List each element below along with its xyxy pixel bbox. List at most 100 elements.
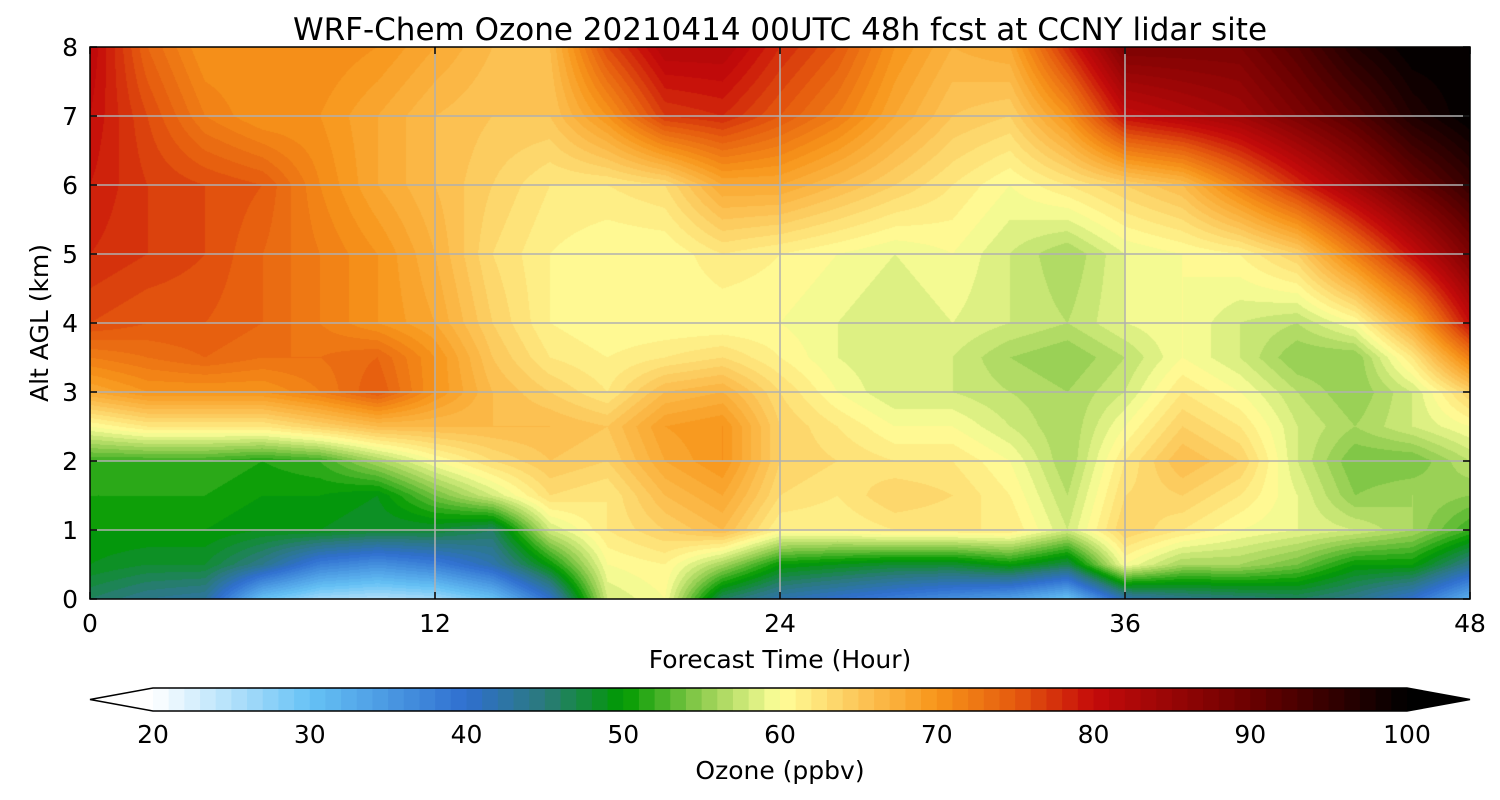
colorbar-segment — [466, 688, 483, 711]
y-tick-label: 8 — [62, 33, 78, 62]
x-axis: 0 12 24 36 48 — [82, 47, 1486, 638]
colorbar-segment — [576, 688, 593, 711]
colorbar-outline — [89, 687, 1471, 712]
colorbar-segment — [278, 688, 295, 711]
colorbar-segment — [1171, 688, 1189, 711]
colorbar-segment — [1250, 688, 1267, 711]
colorbar-segment — [827, 688, 844, 711]
y-tick-label: 6 — [62, 171, 78, 200]
colorbar-segment — [1391, 688, 1408, 711]
colorbar-segment — [356, 688, 374, 711]
colorbar-segment — [795, 688, 812, 711]
y-axis-label: Alt AGL (km) — [25, 244, 54, 402]
colorbar-extend-low — [90, 688, 153, 711]
colorbar-segment — [1359, 688, 1377, 711]
colorbar-segment — [231, 688, 248, 711]
colorbar-segment — [858, 688, 875, 711]
colorbar-segment — [1046, 688, 1063, 711]
colorbar-segment — [1234, 688, 1251, 711]
y-axis: 0 1 2 3 4 5 6 7 8 — [62, 33, 1470, 614]
colorbar-segment — [1015, 688, 1032, 711]
colorbar-segment — [591, 688, 609, 711]
x-tick-label: 24 — [764, 609, 796, 638]
colorbar-tick-label: 90 — [1234, 720, 1266, 749]
colorbar-segment — [1093, 688, 1110, 711]
colorbar-segment — [889, 688, 906, 711]
plot-grid — [90, 47, 1470, 599]
colorbar-segment — [403, 688, 421, 711]
colorbar-tick-label: 70 — [921, 720, 953, 749]
colorbar-segment — [388, 688, 405, 711]
colorbar-segment — [1140, 688, 1157, 711]
y-tick-label: 2 — [62, 447, 78, 476]
colorbar-segment — [544, 688, 562, 711]
colorbar-segment — [1156, 688, 1173, 711]
colorbar-tick-label: 80 — [1078, 720, 1110, 749]
y-tick-label: 0 — [62, 585, 78, 614]
colorbar-tick-label: 50 — [607, 720, 639, 749]
y-tick-label: 3 — [62, 378, 78, 407]
colorbar — [89, 687, 1471, 712]
colorbar-segment — [1062, 688, 1079, 711]
colorbar-segment — [262, 688, 279, 711]
colorbar-segment — [450, 688, 468, 711]
colorbar-segment — [999, 688, 1016, 711]
colorbar-segment — [874, 688, 891, 711]
colorbar-segment — [717, 688, 734, 711]
colorbar-segment — [497, 688, 515, 711]
colorbar-segment — [200, 688, 217, 711]
colorbar-segment — [764, 688, 781, 711]
colorbar-segment — [983, 688, 1001, 711]
colorbar-segment — [748, 688, 765, 711]
colorbar-segment — [607, 688, 624, 711]
colorbar-segment — [732, 688, 750, 711]
colorbar-segment — [701, 688, 718, 711]
colorbar-segment — [921, 688, 938, 711]
colorbar-segment — [529, 688, 546, 711]
x-tick-label: 0 — [82, 609, 98, 638]
colorbar-tick-label: 40 — [451, 720, 483, 749]
colorbar-segment — [1124, 688, 1142, 711]
colorbar-segment — [1312, 688, 1330, 711]
colorbar-segment — [1328, 688, 1345, 711]
y-tick-label: 5 — [62, 240, 78, 269]
colorbar-segment — [560, 688, 577, 711]
colorbar-segment — [294, 688, 311, 711]
colorbar-segment — [1265, 688, 1283, 711]
colorbar-segment — [936, 688, 954, 711]
colorbar-segment — [1344, 688, 1361, 711]
colorbar-segment — [153, 688, 170, 711]
colorbar-segment — [341, 688, 358, 711]
colorbar-segment — [1297, 688, 1314, 711]
y-tick-label: 4 — [62, 309, 78, 338]
colorbar-ticks: 20 30 40 50 60 70 80 90 100 — [137, 720, 1431, 749]
colorbar-segment — [1030, 688, 1048, 711]
colorbar-segment — [780, 688, 797, 711]
colorbar-tick-label: 60 — [764, 720, 796, 749]
colorbar-tick-label: 20 — [137, 720, 169, 749]
colorbar-segment — [168, 688, 185, 711]
colorbar-tick-label: 100 — [1383, 720, 1431, 749]
colorbar-segment — [670, 688, 687, 711]
colorbar-segment — [968, 688, 985, 711]
colorbar-segment — [623, 688, 640, 711]
colorbar-segment — [1077, 688, 1095, 711]
colorbar-segment — [1218, 688, 1236, 711]
colorbar-segment — [952, 688, 969, 711]
colorbar-segment — [419, 688, 436, 711]
y-tick-label: 1 — [62, 516, 78, 545]
colorbar-tick-label: 30 — [294, 720, 326, 749]
x-tick-label: 12 — [419, 609, 451, 638]
colorbar-segment — [309, 688, 327, 711]
x-tick-label: 48 — [1454, 609, 1486, 638]
colorbar-segment — [372, 688, 389, 711]
colorbar-extend-high — [1407, 688, 1470, 711]
colorbar-segment — [435, 688, 452, 711]
colorbar-segment — [1187, 688, 1204, 711]
colorbar-segment — [513, 688, 530, 711]
colorbar-segment — [1375, 688, 1392, 711]
y-tick-label: 7 — [62, 102, 78, 131]
colorbar-segment — [247, 688, 264, 711]
x-tick-label: 36 — [1109, 609, 1141, 638]
